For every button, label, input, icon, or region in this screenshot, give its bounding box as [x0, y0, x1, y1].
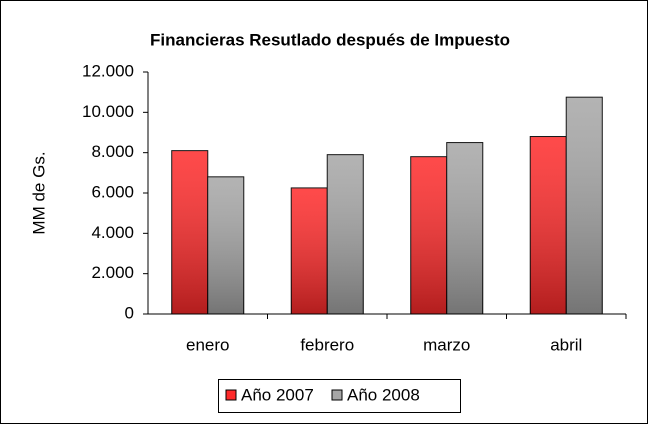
x-tick-label: abril [550, 335, 582, 354]
bar-shade [291, 187, 328, 314]
legend-label: Año 2007 [241, 385, 314, 404]
bar-shade [171, 150, 208, 314]
y-axis-label: MM de Gs. [29, 151, 48, 234]
legend-swatch [331, 389, 343, 401]
x-tick-label: febrero [300, 335, 354, 354]
y-tick-label: 8.000 [91, 142, 134, 161]
bar-shade [530, 136, 567, 314]
y-tick-label: 4.000 [91, 223, 134, 242]
y-tick-label: 10.000 [82, 102, 134, 121]
bar-shade [446, 142, 483, 314]
y-tick-label: 0 [125, 303, 134, 322]
chart-title: Financieras Resutlado después de Impuest… [150, 30, 510, 49]
y-tick-label: 6.000 [91, 182, 134, 201]
bar-shade [410, 156, 447, 314]
bar-shade [327, 154, 364, 314]
y-tick-label: 2.000 [91, 263, 134, 282]
legend-swatch [225, 389, 237, 401]
bar-shade [207, 176, 244, 314]
bar-shade [566, 97, 603, 314]
x-tick-label: enero [186, 335, 229, 354]
y-tick-label: 12.000 [82, 61, 134, 80]
legend-label: Año 2008 [347, 385, 420, 404]
x-tick-label: marzo [423, 335, 470, 354]
